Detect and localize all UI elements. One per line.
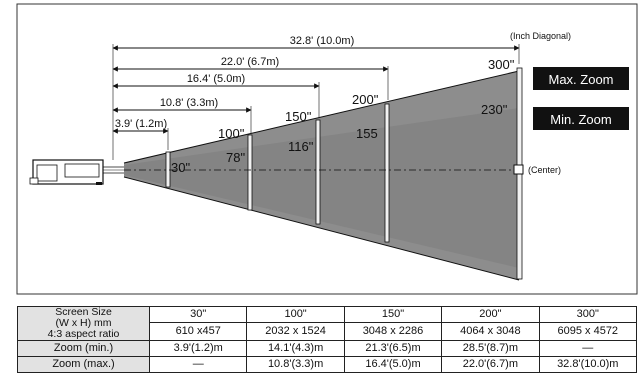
distance-label-6.7m: 22.0' (6.7m) (221, 56, 279, 68)
size-150: 150" (343, 305, 443, 324)
zoom-min-150: 21.3'(6.5)m (343, 340, 443, 357)
zoom-max-300: 32.8'(10.0)m (538, 356, 638, 373)
diag-max-150: 150" (285, 109, 312, 124)
dims-150: 3048 x 2286 (343, 322, 443, 341)
min-zoom-label: Min. Zoom (550, 112, 611, 127)
zoom-min-200: 28.5'(8.7)m (441, 340, 540, 357)
min-zoom-badge (533, 107, 629, 130)
zoom-min-30: 3.9'(1.2)m (148, 340, 248, 357)
header-line-1: Screen Size (55, 306, 112, 318)
size-200: 200" (441, 305, 540, 324)
diag-max-300: 300" (488, 57, 515, 72)
zoom-max-100: 10.8'(3.3)m (246, 356, 345, 373)
distance-label-3.3m: 10.8' (3.3m) (160, 97, 218, 109)
zoom-min-label: Zoom (min.) (17, 340, 150, 357)
zoom-max-150: 16.4'(5.0)m (343, 356, 443, 373)
max-zoom-label: Max. Zoom (548, 72, 613, 87)
inch-diagonal-label: (Inch Diagonal) (510, 31, 571, 41)
zoom-max-label: Zoom (max.) (17, 356, 150, 373)
zoom-min-300: — (538, 340, 638, 357)
diag-min-78: 78" (226, 150, 245, 165)
distance-label-5.0m: 16.4' (5.0m) (187, 73, 245, 85)
dims-100: 2032 x 1524 (246, 322, 345, 341)
zoom-min-100: 14.1'(4.3)m (246, 340, 345, 357)
screen-size-table: Screen Size (W x H) mm 4:3 aspect ratio … (17, 305, 638, 373)
size-100: 100" (246, 305, 345, 324)
zoom-max-30: — (148, 356, 248, 373)
max-zoom-badge (533, 67, 629, 90)
screen-200 (384, 103, 390, 243)
diag-min-230: 230" (481, 102, 508, 117)
table-row-dims: 610 x457 2032 x 1524 3048 x 2286 4064 x … (18, 322, 638, 341)
size-300: 300" (538, 305, 638, 324)
zoom-max-200: 22.0'(6.7)m (441, 356, 540, 373)
screen-30 (165, 151, 171, 188)
center-marker (513, 164, 524, 175)
size-30: 30" (148, 305, 248, 324)
table-row-zoom-max: Zoom (max.) — 10.8'(3.3)m 16.4'(5.0)m 22… (17, 356, 638, 373)
distance-arrows (112, 45, 520, 134)
diag-min-155: 155 (356, 126, 378, 141)
diag-min-30: 30" (171, 160, 190, 175)
diag-max-100: 100" (218, 126, 245, 141)
table-row-size: Screen Size (W x H) mm 4:3 aspect ratio … (17, 305, 638, 341)
header-line-3: 4:3 aspect ratio (47, 328, 120, 340)
screen-150 (315, 119, 321, 225)
dims-30: 610 x457 (148, 322, 248, 341)
screen-100 (247, 134, 253, 211)
dims-200: 4064 x 3048 (441, 322, 540, 341)
center-label: (Center) (528, 165, 561, 175)
diag-max-200: 200" (352, 92, 379, 107)
screen-size-header: Screen Size (W x H) mm 4:3 aspect ratio (17, 306, 150, 341)
diag-min-116: 116" (288, 139, 314, 154)
distance-label-1.2m: 3.9' (1.2m) (115, 118, 167, 130)
projection-beam-inner (124, 108, 519, 268)
projector-icon (29, 159, 124, 185)
throw-distance-diagram: (Inch Diagonal) Max. Zoom Min. Zoom (Cen… (16, 3, 638, 295)
distance-label-10m: 32.8' (10.0m) (290, 35, 354, 47)
header-line-2: (W x H) mm (55, 317, 112, 329)
dims-300: 6095 x 4572 (538, 322, 638, 341)
table-row-zoom-min: Zoom (min.) 3.9'(1.2)m 14.1'(4.3)m 21.3'… (17, 340, 638, 357)
